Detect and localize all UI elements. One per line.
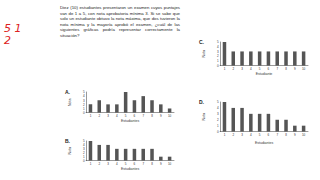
svg-text:4: 4 bbox=[83, 143, 85, 147]
svg-text:2: 2 bbox=[98, 114, 100, 118]
svg-text:2: 2 bbox=[83, 102, 85, 106]
svg-text:1: 1 bbox=[217, 124, 219, 128]
svg-text:5: 5 bbox=[259, 67, 261, 71]
svg-text:4: 4 bbox=[116, 162, 118, 166]
html-text:Diez (10) estudiantes presenta: Diez (10) estudiantes presentaron un exa… bbox=[60, 5, 180, 38]
svg-text:Nota: Nota bbox=[68, 99, 72, 106]
svg-text:6: 6 bbox=[268, 67, 270, 71]
svg-text:1: 1 bbox=[224, 133, 226, 137]
svg-text:1: 1 bbox=[90, 162, 92, 166]
svg-text:1: 1 bbox=[83, 107, 85, 111]
svg-text:9: 9 bbox=[294, 67, 296, 71]
svg-text:D.: D. bbox=[199, 99, 205, 105]
svg-text:7: 7 bbox=[276, 133, 278, 137]
svg-text:3: 3 bbox=[241, 133, 243, 137]
svg-text:Estudiantes: Estudiantes bbox=[121, 167, 140, 171]
svg-text:C.: C. bbox=[199, 39, 205, 45]
svg-text:Estudiantes: Estudiantes bbox=[121, 119, 140, 123]
svg-text:2: 2 bbox=[83, 151, 85, 155]
svg-text:6: 6 bbox=[134, 162, 136, 166]
svg-text:2: 2 bbox=[98, 162, 100, 166]
svg-text:10: 10 bbox=[302, 133, 306, 137]
svg-text:0: 0 bbox=[217, 64, 219, 68]
svg-text:10: 10 bbox=[302, 67, 306, 71]
svg-text:4: 4 bbox=[250, 133, 252, 137]
svg-text:0: 0 bbox=[83, 159, 85, 163]
svg-text:1: 1 bbox=[83, 155, 85, 159]
svg-text:6: 6 bbox=[134, 114, 136, 118]
svg-text:Estudiante: Estudiante bbox=[256, 72, 273, 76]
svg-text:5: 5 bbox=[83, 139, 85, 143]
svg-text:5: 5 bbox=[217, 100, 219, 104]
svg-text:3: 3 bbox=[217, 112, 219, 116]
svg-text:3: 3 bbox=[107, 162, 109, 166]
svg-text:3: 3 bbox=[107, 114, 109, 118]
svg-text:7: 7 bbox=[142, 114, 144, 118]
svg-text:10: 10 bbox=[168, 114, 172, 118]
svg-text:5: 5 bbox=[125, 162, 127, 166]
svg-text:5: 5 bbox=[83, 90, 85, 94]
svg-text:9: 9 bbox=[294, 133, 296, 137]
svg-text:Nota: Nota bbox=[68, 147, 72, 154]
svg-text:1: 1 bbox=[224, 67, 226, 71]
svg-text:3: 3 bbox=[217, 49, 219, 53]
svg-text:3: 3 bbox=[241, 67, 243, 71]
svg-text:4: 4 bbox=[217, 45, 219, 49]
svg-text:Nota: Nota bbox=[202, 50, 206, 57]
svg-text:3: 3 bbox=[83, 147, 85, 151]
svg-text:8: 8 bbox=[285, 67, 287, 71]
svg-text:5: 5 bbox=[125, 114, 127, 118]
svg-text:6: 6 bbox=[268, 133, 270, 137]
svg-text:0: 0 bbox=[217, 130, 219, 134]
svg-text:A.: A. bbox=[65, 89, 71, 95]
svg-text:8: 8 bbox=[285, 133, 287, 137]
svg-text:5: 5 bbox=[217, 40, 219, 44]
svg-text:4: 4 bbox=[83, 94, 85, 98]
svg-text:7: 7 bbox=[276, 67, 278, 71]
svg-text:2: 2 bbox=[217, 118, 219, 122]
svg-text:4: 4 bbox=[250, 67, 252, 71]
svg-text:2: 2 bbox=[232, 133, 234, 137]
svg-text:4: 4 bbox=[217, 106, 219, 110]
svg-text:8: 8 bbox=[151, 114, 153, 118]
svg-text:Nota: Nota bbox=[202, 113, 206, 120]
svg-text:4: 4 bbox=[116, 114, 118, 118]
svg-text:3: 3 bbox=[83, 98, 85, 102]
svg-text:Estudiantes: Estudiantes bbox=[255, 141, 274, 145]
html-text:5 1: 5 1 bbox=[4, 22, 22, 35]
svg-text:1: 1 bbox=[90, 114, 92, 118]
svg-text:9: 9 bbox=[160, 114, 162, 118]
svg-text:7: 7 bbox=[142, 162, 144, 166]
svg-text:0: 0 bbox=[83, 111, 85, 115]
svg-text:2: 2 bbox=[232, 67, 234, 71]
svg-text:1: 1 bbox=[217, 59, 219, 63]
svg-text:5: 5 bbox=[259, 133, 261, 137]
svg-text:2: 2 bbox=[217, 54, 219, 58]
html-text:2: 2 bbox=[4, 34, 11, 47]
svg-text:10: 10 bbox=[168, 162, 172, 166]
svg-text:B.: B. bbox=[65, 138, 71, 144]
svg-text:8: 8 bbox=[151, 162, 153, 166]
svg-text:9: 9 bbox=[160, 162, 162, 166]
